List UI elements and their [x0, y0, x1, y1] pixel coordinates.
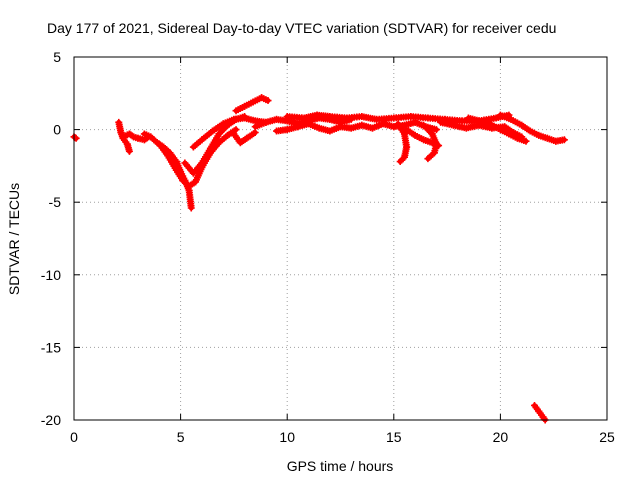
data-point: [398, 156, 406, 164]
x-tick-label: 15: [386, 429, 402, 445]
data-segment: [115, 118, 133, 155]
tick-layer: 0 5 10 15 20 25 5 0 -5 -10 -15 -20: [41, 49, 615, 445]
grid-layer: [74, 57, 607, 420]
data-point: [540, 415, 548, 423]
y-tick-label: -10: [41, 267, 61, 283]
y-tick-label: -5: [49, 194, 62, 210]
data-segment: [181, 113, 249, 177]
data-point: [232, 126, 240, 134]
data-segment: [273, 120, 366, 135]
y-tick-label: -15: [41, 339, 61, 355]
data-segment: [155, 126, 240, 190]
x-tick-label: 0: [70, 429, 78, 445]
series-sdtvar: [70, 94, 568, 424]
data-segment: [140, 130, 195, 212]
data-point: [424, 155, 432, 163]
data-point: [432, 126, 440, 134]
data-segment: [496, 111, 568, 145]
chart-title: Day 177 of 2021, Sidereal Day-to-day VTE…: [47, 20, 556, 36]
data-point: [522, 137, 530, 145]
data-segment: [232, 94, 272, 115]
data-point: [396, 158, 404, 166]
plot-frame: [73, 56, 608, 421]
data-point: [264, 97, 272, 105]
data-segment: [394, 120, 411, 166]
x-tick-label: 20: [493, 429, 509, 445]
y-tick-label: -20: [41, 412, 61, 428]
data-segment: [70, 133, 80, 142]
data-point: [125, 147, 133, 155]
y-axis-label: SDTVAR / TECUs: [6, 183, 22, 295]
data-layer: [70, 94, 568, 424]
data-segment: [230, 129, 259, 147]
x-tick-label: 10: [279, 429, 295, 445]
data-trace: [141, 131, 194, 211]
x-axis-label: GPS time / hours: [287, 458, 394, 474]
x-tick-label: 25: [599, 429, 615, 445]
data-segment: [420, 121, 440, 163]
y-tick-label: 5: [53, 49, 61, 65]
data-segment: [464, 114, 530, 145]
x-tick-label: 5: [177, 429, 185, 445]
y-tick-label: 0: [53, 122, 61, 138]
data-point: [560, 136, 568, 144]
data-point: [187, 204, 195, 212]
data-point: [128, 132, 136, 140]
